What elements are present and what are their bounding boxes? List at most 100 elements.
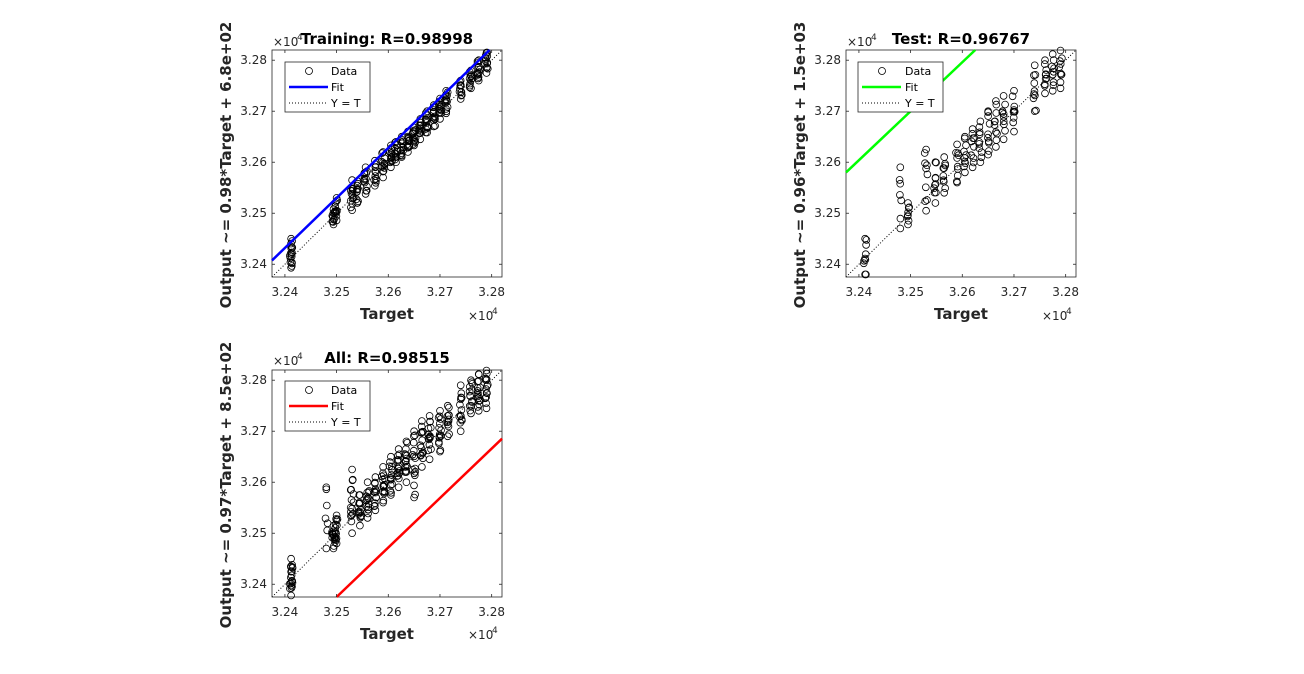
data-point [429, 122, 438, 131]
all-data-points [285, 366, 492, 600]
data-point [1056, 60, 1065, 68]
data-point [404, 132, 413, 141]
data-point [363, 514, 372, 522]
data-point [386, 158, 395, 167]
data-point [990, 121, 999, 129]
data-point [397, 153, 406, 161]
data-point [332, 212, 341, 220]
data-point [402, 478, 411, 487]
data-point [356, 521, 364, 530]
data-point [1056, 57, 1064, 65]
data-point [411, 464, 419, 473]
data-point [977, 153, 986, 162]
data-point [473, 57, 482, 66]
data-point [408, 450, 417, 459]
data-point [999, 135, 1008, 144]
data-point [445, 411, 453, 419]
data-point [466, 406, 475, 415]
data-point [387, 475, 395, 484]
data-point [1010, 102, 1019, 111]
data-point [410, 141, 418, 150]
training-title: Training: R=0.98998 [301, 30, 473, 48]
data-point [435, 419, 444, 428]
all-legend-data-marker [305, 386, 313, 394]
data-point [975, 128, 984, 137]
data-point [976, 117, 985, 126]
data-point [1041, 89, 1049, 98]
training-x-ticks: 3.24 3.25 3.26 3.27 3.28 [272, 50, 505, 299]
data-point [347, 512, 355, 520]
data-point [921, 183, 930, 192]
training-legend-fit-label: Fit [331, 81, 345, 94]
data-point [481, 394, 490, 402]
data-point [456, 81, 465, 89]
all-x-label: Target [360, 625, 414, 643]
data-point [896, 214, 905, 223]
data-point [379, 498, 387, 507]
data-point [953, 178, 961, 187]
y-tick-label: 3.27 [240, 424, 267, 438]
data-point [1056, 84, 1065, 93]
data-point [377, 472, 386, 481]
y-tick-label: 3.26 [814, 155, 841, 169]
data-point [332, 194, 341, 202]
data-point [967, 151, 975, 160]
y-tick-label: 3.28 [814, 53, 841, 67]
data-point [421, 109, 430, 117]
data-point [953, 140, 961, 149]
data-point [408, 465, 417, 474]
data-point [474, 370, 483, 378]
data-point [482, 69, 491, 77]
data-point [1030, 87, 1039, 95]
test-panel: 3.24 3.25 3.26 3.27 3.28 3.243.253.263.273.2… [791, 22, 1079, 323]
data-point [322, 485, 331, 494]
data-point [920, 149, 929, 157]
data-point [457, 406, 466, 414]
data-point [410, 427, 418, 436]
x-tick-label: 3.24 [272, 285, 299, 299]
data-point [348, 476, 357, 485]
data-point [1049, 81, 1058, 89]
data-point [939, 164, 948, 172]
data-point [425, 455, 434, 464]
data-point [482, 393, 491, 401]
data-point [482, 399, 490, 408]
data-point [1030, 71, 1038, 80]
data-point [410, 469, 419, 478]
x-tick-label: 3.26 [375, 605, 402, 619]
y-tick-label: 3.25 [240, 206, 267, 220]
training-x-label: Target [360, 305, 414, 323]
data-point [423, 128, 431, 137]
data-point [896, 224, 905, 233]
data-point [401, 463, 410, 471]
data-point [969, 134, 977, 143]
x-tick-label: 3.27 [1001, 285, 1028, 299]
data-point [322, 544, 331, 553]
training-data-points [285, 48, 492, 272]
y-tick-label: 3.24 [240, 257, 267, 271]
data-point [1041, 56, 1049, 64]
test-y-ticks: 3.24 3.25 3.26 3.27 3.28 [814, 53, 1076, 271]
test-legend: Data Fit Y = T [857, 61, 944, 113]
data-point [1008, 92, 1017, 101]
data-point [476, 396, 484, 405]
training-legend: Data Fit Y = T [284, 61, 371, 113]
data-point [321, 514, 330, 523]
data-point [931, 174, 940, 183]
data-point [426, 432, 434, 441]
data-point [443, 420, 452, 429]
data-point [387, 163, 395, 172]
data-point [371, 172, 380, 180]
data-point [435, 424, 443, 432]
data-point [332, 216, 341, 225]
test-legend-identity-label: Y = T [904, 97, 935, 110]
data-point [416, 135, 425, 144]
test-x-ticks: 3.24 3.25 3.26 3.27 3.28 [846, 50, 1079, 299]
data-point [939, 172, 948, 180]
data-point [475, 65, 484, 74]
all-x-exponent: ×104 [468, 626, 498, 642]
data-point [348, 465, 356, 474]
data-point [1030, 61, 1039, 70]
data-point [992, 143, 1000, 151]
data-point [482, 366, 491, 375]
